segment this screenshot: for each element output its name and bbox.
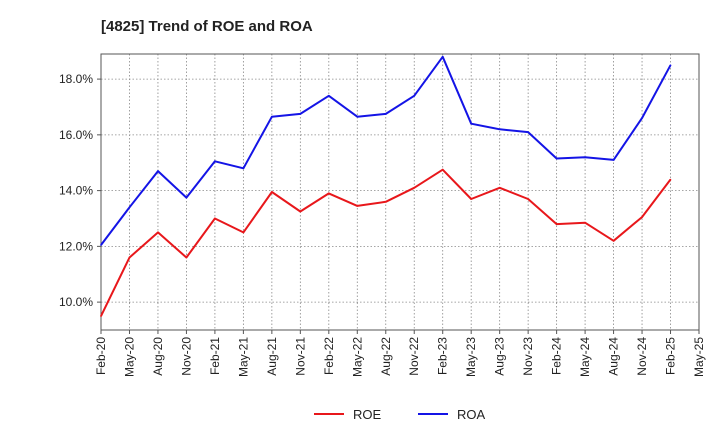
- data-point-roa: [641, 117, 643, 119]
- y-axis: 10.0% 12.0% 14.0% 16.0% 18.0%: [59, 72, 101, 309]
- data-point-roe: [527, 198, 529, 200]
- data-point-roe: [641, 216, 643, 218]
- x-tick-label: Feb-22: [322, 337, 336, 375]
- grid-lines: [100, 54, 700, 330]
- data-point-roa: [413, 95, 416, 97]
- data-point-roe: [214, 217, 216, 220]
- data-point-roe: [356, 205, 359, 207]
- series-lines: [100, 55, 672, 317]
- data-point-roa: [157, 170, 159, 172]
- legend-label-roa: ROA: [457, 407, 486, 422]
- data-point-roe: [385, 201, 387, 203]
- data-point-roe: [299, 210, 302, 213]
- x-tick-label: May-20: [122, 337, 136, 377]
- y-tick-label: 14.0%: [59, 184, 93, 198]
- x-tick-label: Nov-20: [179, 337, 193, 376]
- y-tick-label: 10.0%: [59, 295, 93, 309]
- data-point-roe: [584, 221, 586, 224]
- x-tick-label: Feb-25: [664, 337, 678, 375]
- data-point-roa: [214, 160, 216, 163]
- x-tick-label: Aug-22: [379, 337, 393, 376]
- data-point-roa: [328, 95, 330, 97]
- legend-label-roe: ROE: [353, 407, 382, 422]
- x-tick-label: Aug-21: [265, 337, 279, 376]
- chart-title: [4825] Trend of ROE and ROA: [101, 18, 313, 35]
- data-point-roa: [299, 113, 302, 115]
- data-point-roe: [498, 187, 501, 189]
- data-point-roa: [470, 122, 473, 125]
- x-tick-label: May-23: [464, 337, 478, 377]
- x-tick-label: Nov-23: [521, 337, 535, 376]
- x-tick-label: May-21: [236, 337, 250, 377]
- data-point-roa: [128, 206, 131, 209]
- data-point-roe: [242, 231, 245, 234]
- data-point-roe: [441, 168, 444, 171]
- data-point-roe: [157, 231, 159, 234]
- data-point-roa: [527, 131, 529, 133]
- x-tick-label: Feb-21: [208, 337, 222, 375]
- x-tick-label: Nov-21: [293, 337, 307, 376]
- y-tick-label: 16.0%: [59, 128, 93, 142]
- data-point-roe: [470, 198, 473, 200]
- x-tick-label: Feb-24: [550, 337, 564, 375]
- y-tick-label: 18.0%: [59, 72, 93, 86]
- x-axis: Feb-20 May-20 Aug-20 Nov-20 Feb-21 May-21 Aug-…: [94, 330, 706, 377]
- data-point-roa: [441, 56, 444, 58]
- x-tick-label: May-24: [578, 337, 592, 377]
- data-point-roe: [612, 240, 615, 242]
- data-point-roa: [385, 113, 387, 115]
- x-tick-label: Feb-23: [436, 337, 450, 375]
- data-point-roa: [498, 128, 501, 131]
- data-point-roe: [669, 178, 672, 181]
- data-point-roa: [185, 196, 188, 199]
- data-point-roa: [356, 115, 359, 118]
- x-tick-label: Feb-20: [94, 337, 108, 375]
- data-point-roe: [555, 223, 558, 225]
- data-point-roa: [612, 159, 615, 161]
- data-point-roe: [128, 256, 131, 259]
- series-line-roa: [100, 55, 672, 246]
- y-tick-label: 12.0%: [59, 239, 93, 253]
- data-point-roa: [271, 115, 273, 118]
- plot-area: [100, 53, 700, 331]
- data-point-roa: [100, 244, 102, 246]
- x-tick-label: Aug-23: [493, 337, 507, 376]
- data-point-roa: [669, 64, 672, 66]
- data-point-roe: [185, 256, 188, 259]
- x-tick-label: Aug-20: [151, 337, 165, 376]
- data-point-roe: [328, 192, 330, 195]
- x-tick-label: May-22: [350, 337, 364, 377]
- data-point-roe: [271, 191, 273, 193]
- x-tick-label: Nov-22: [407, 337, 421, 376]
- data-point-roa: [555, 157, 558, 160]
- data-point-roa: [242, 167, 245, 170]
- x-tick-label: Nov-24: [635, 337, 649, 376]
- data-point-roe: [100, 315, 102, 317]
- data-point-roe: [413, 187, 416, 189]
- data-point-roa: [584, 156, 586, 158]
- x-tick-label: Aug-24: [607, 337, 621, 376]
- x-tick-label: May-25: [692, 337, 706, 377]
- legend: ROE ROA: [314, 407, 486, 422]
